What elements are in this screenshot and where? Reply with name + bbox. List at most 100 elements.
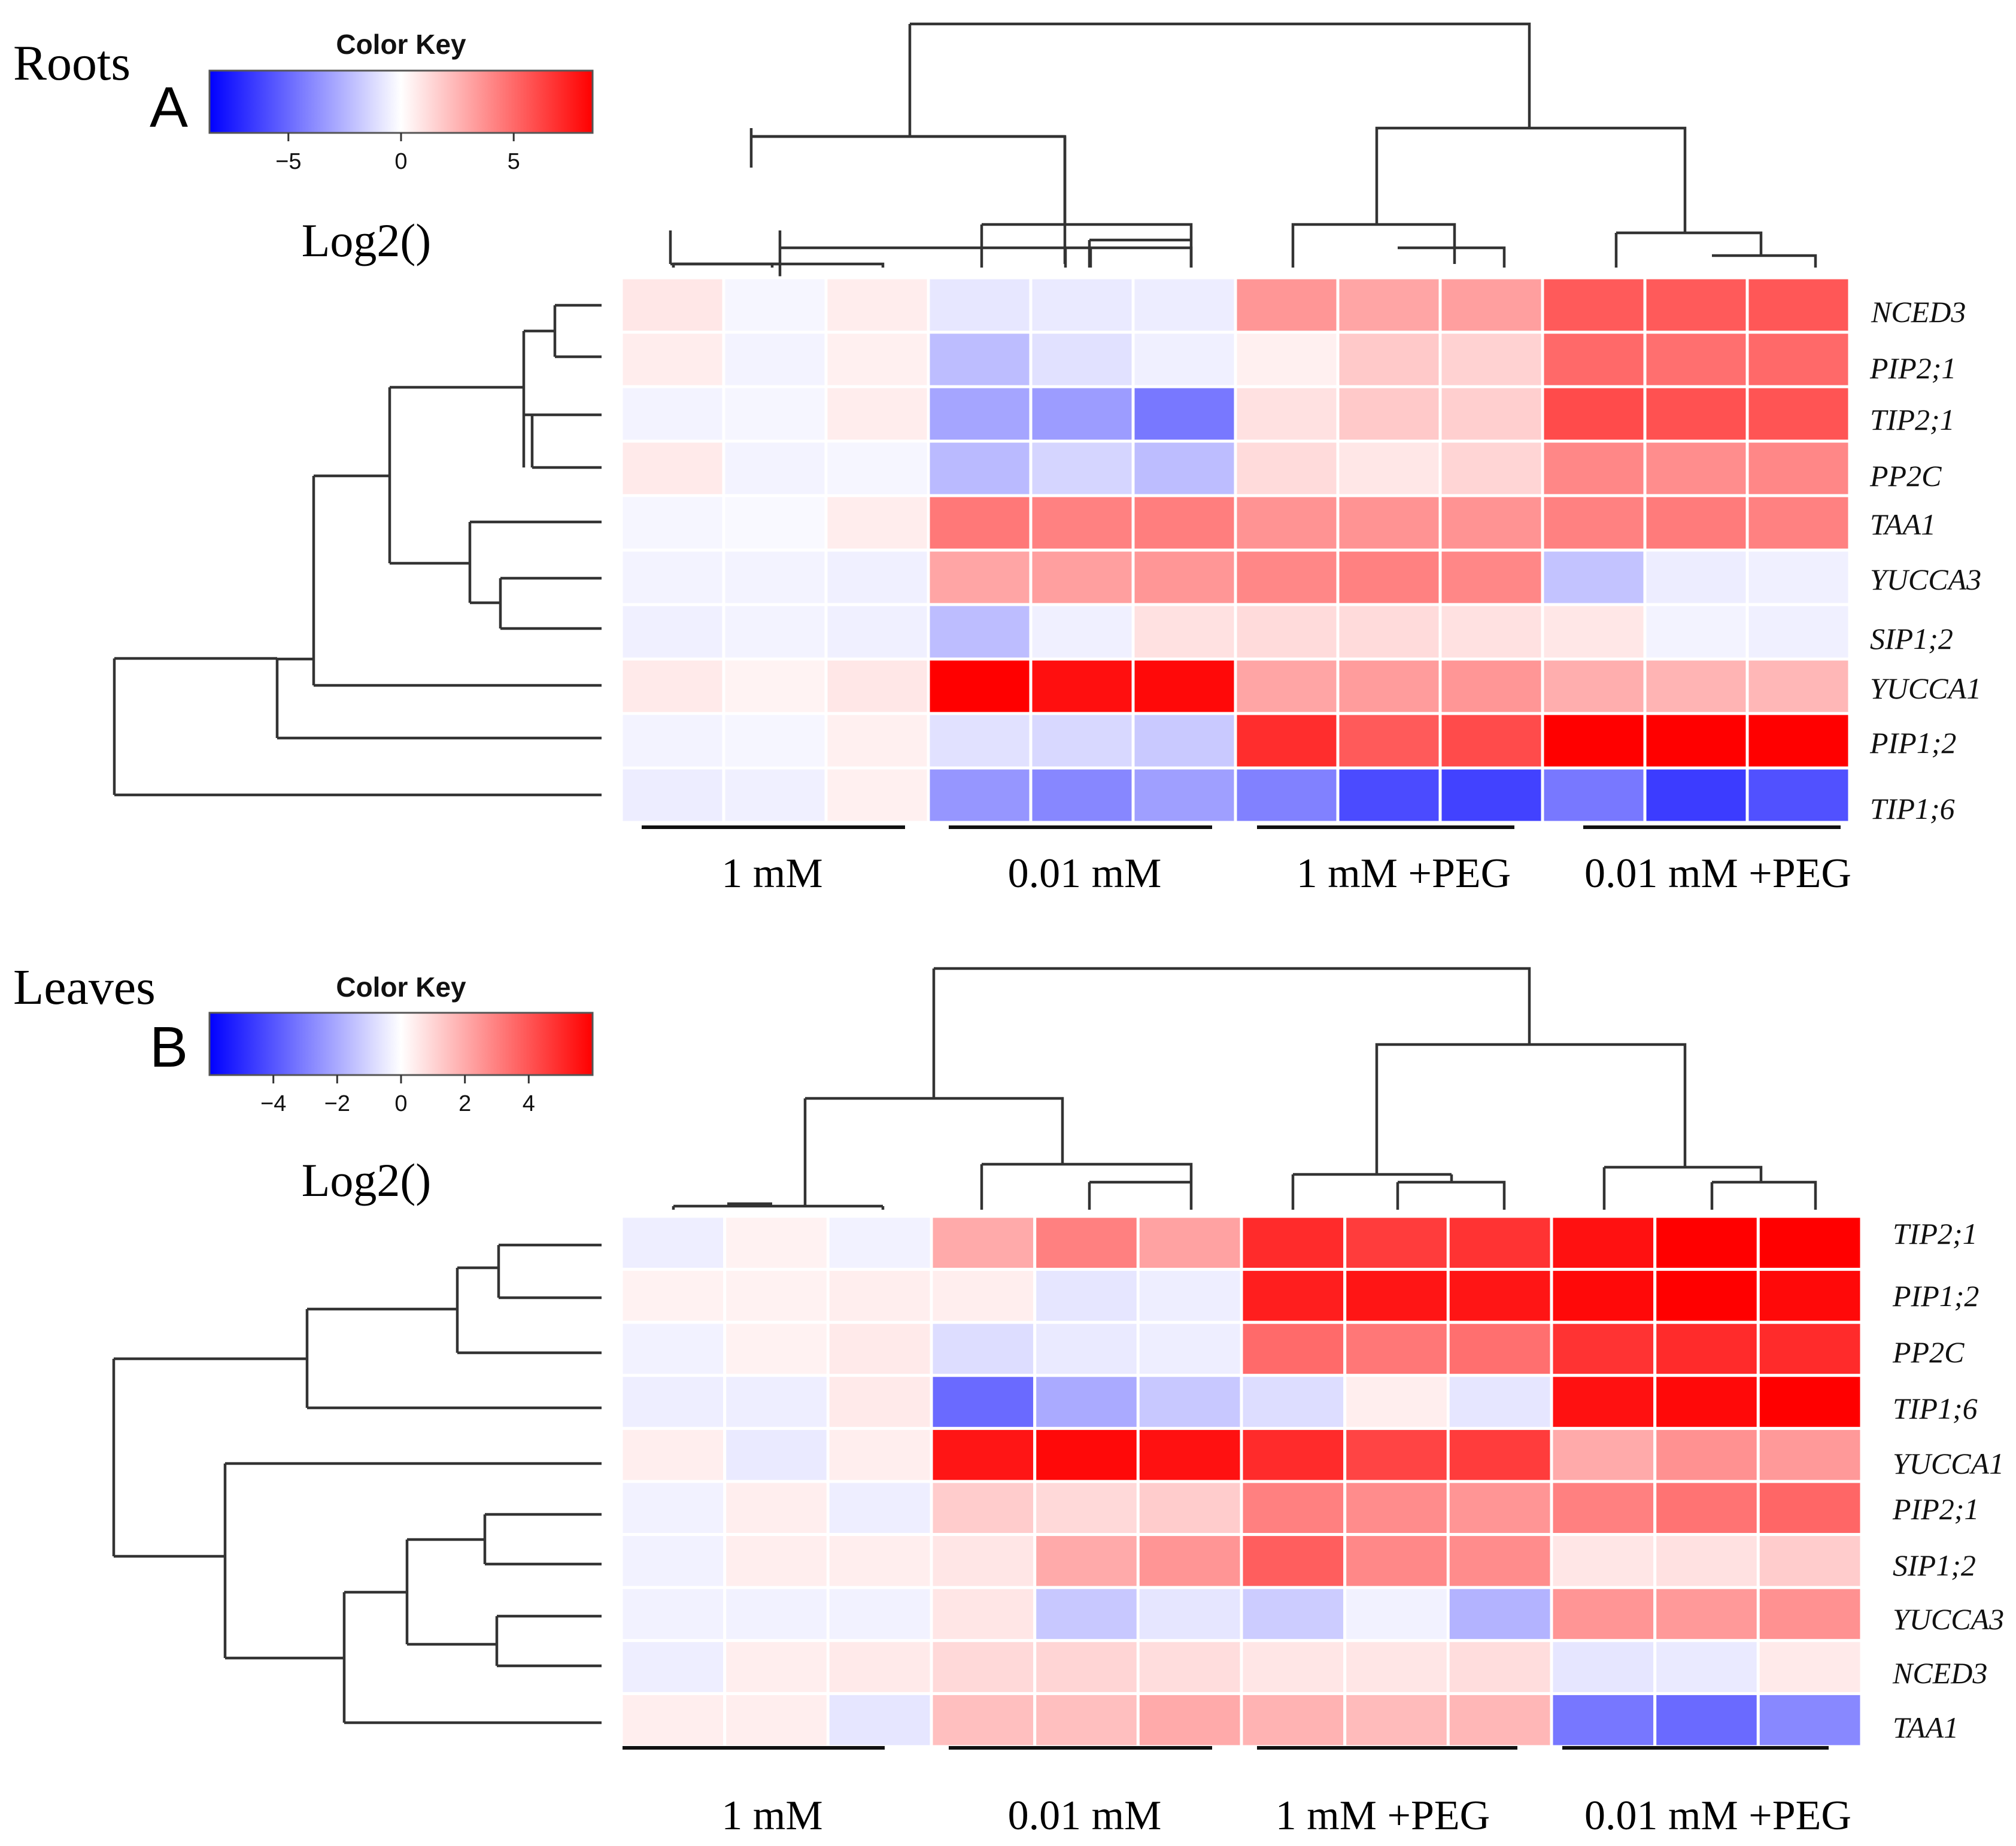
panel-b-cell-pip2-1-1 xyxy=(620,1480,727,1537)
panel-b-cell-pp2c-1 xyxy=(620,1320,727,1377)
panel-b-cell-pp2c-4 xyxy=(930,1320,1037,1377)
panel-b-cell-sip1-2-5 xyxy=(1033,1533,1140,1589)
panel-a-cell-pip2-1-7 xyxy=(1234,330,1340,388)
panel-b-cell-sip1-2-4 xyxy=(930,1533,1037,1589)
panel-b-cell-sip1-2-3 xyxy=(826,1533,933,1589)
panel-b-cell-taa1-3 xyxy=(826,1692,933,1748)
panel-b-cell-pip2-1-12 xyxy=(1756,1480,1863,1537)
panel-a-cell-yucca1-3 xyxy=(824,657,930,715)
panel-b-cell-pip1-2-6 xyxy=(1136,1268,1243,1324)
panel-a-cell-pp2c-3 xyxy=(824,439,930,497)
panel-a-row-label-pp2c: PP2C xyxy=(1869,459,1942,493)
panel-b-cell-tip2-1-9 xyxy=(1446,1215,1553,1271)
panel-a-cell-pp2c-1 xyxy=(620,439,725,497)
panel-a-cell-pip2-1-2 xyxy=(722,330,828,388)
panel-b-cell-yucca3-10 xyxy=(1550,1586,1657,1642)
panel-b-cell-pip2-1-4 xyxy=(930,1480,1037,1537)
panel-b-cell-pp2c-10 xyxy=(1550,1320,1657,1377)
panel-a-cell-sip1-2-4 xyxy=(927,603,1033,661)
panel-b-cell-yucca3-8 xyxy=(1343,1586,1450,1642)
panel-b-row-label-pp2c: PP2C xyxy=(1892,1335,1965,1369)
panel-a: Roots A Color Key −5 0 5 Log2() NCED3 PIP2… xyxy=(13,22,1981,897)
panel-b-cell-yucca1-3 xyxy=(826,1426,933,1483)
panel-a-color-key-title: Color Key xyxy=(336,29,466,60)
panel-a-group-label-1mm: 1 mM xyxy=(721,851,822,897)
panel-b-cell-pip1-2-7 xyxy=(1240,1268,1347,1324)
panel-b-cell-yucca3-11 xyxy=(1653,1586,1760,1642)
panel-a-cell-pip1-2-8 xyxy=(1336,712,1442,770)
panel-a-cell-tip1-6-12 xyxy=(1745,766,1851,824)
panel-b-color-key-tick-label-2: −2 xyxy=(324,1091,350,1116)
panel-a-cell-taa1-4 xyxy=(927,494,1033,552)
panel-a-cell-pip2-1-4 xyxy=(927,330,1033,388)
panel-a-row-label-taa1: TAA1 xyxy=(1870,508,1936,541)
panel-a-row-label-nced3: NCED3 xyxy=(1871,295,1966,329)
panel-a-cell-pip2-1-6 xyxy=(1131,330,1237,388)
panel-b-cell-pip2-1-6 xyxy=(1136,1480,1243,1537)
panel-a-cell-nced3-8 xyxy=(1336,276,1442,334)
panel-b-cell-tip2-1-2 xyxy=(723,1215,830,1271)
panel-a-cell-taa1-9 xyxy=(1438,494,1544,552)
panel-b-cell-yucca3-6 xyxy=(1136,1586,1243,1642)
panel-b-cell-pip1-2-2 xyxy=(723,1268,830,1324)
panel-b-row-label-tip1-6: TIP1;6 xyxy=(1893,1392,1978,1425)
panel-a-cell-pip2-1-3 xyxy=(824,330,930,388)
panel-a-cell-yucca3-8 xyxy=(1336,548,1442,606)
panel-a-row-label-pip2-1: PIP2;1 xyxy=(1869,351,1956,385)
panel-a-cell-tip2-1-9 xyxy=(1438,385,1544,443)
panel-a-cell-taa1-10 xyxy=(1541,494,1647,552)
panel-a-cell-yucca3-6 xyxy=(1131,548,1237,606)
panel-a-cell-pip1-2-12 xyxy=(1745,712,1851,770)
panel-b-cell-tip1-6-3 xyxy=(826,1374,933,1430)
panel-a-cell-pip1-2-1 xyxy=(620,712,725,770)
panel-a-cell-sip1-2-3 xyxy=(824,603,930,661)
panel-a-cell-yucca3-2 xyxy=(722,548,828,606)
panel-b-group-label-1mm: 1 mM xyxy=(721,1793,822,1839)
panel-a-cell-yucca1-9 xyxy=(1438,657,1544,715)
panel-b-color-key-title: Color Key xyxy=(336,971,466,1003)
panel-b-cell-sip1-2-12 xyxy=(1756,1533,1863,1589)
panel-a-heatmap-cells xyxy=(620,276,1851,824)
panel-b-group-label-1mm-peg: 1 mM +PEG xyxy=(1276,1793,1490,1839)
panel-a-cell-tip2-1-2 xyxy=(722,385,828,443)
panel-a-row-label-pip1-2: PIP1;2 xyxy=(1869,726,1956,760)
panel-b-cell-yucca1-12 xyxy=(1756,1426,1863,1483)
panel-a-column-dendrogram xyxy=(669,22,1817,319)
panel-a-cell-pp2c-12 xyxy=(1745,439,1851,497)
panel-b-row-label-pip2-1: PIP2;1 xyxy=(1892,1492,1979,1526)
panel-b-row-label-tip2-1: TIP2;1 xyxy=(1893,1217,1978,1250)
panel-a-color-key-tick-label-5: 5 xyxy=(508,149,520,174)
panel-a-cell-yucca3-12 xyxy=(1745,548,1851,606)
panel-a-cell-pip2-1-10 xyxy=(1541,330,1647,388)
panel-a-cell-nced3-5 xyxy=(1029,276,1135,334)
panel-b-cell-nced3-10 xyxy=(1550,1639,1657,1695)
panel-a-row-label-yucca1: YUCCA1 xyxy=(1870,672,1981,705)
panel-a-cell-pp2c-4 xyxy=(927,439,1033,497)
panel-a-cell-nced3-4 xyxy=(927,276,1033,334)
panel-b-cell-yucca1-2 xyxy=(723,1426,830,1483)
panel-b-cell-nced3-7 xyxy=(1240,1639,1347,1695)
panel-a-cell-nced3-11 xyxy=(1643,276,1749,334)
panel-b-cell-sip1-2-7 xyxy=(1240,1533,1347,1589)
panel-b-color-key-tick-label-2: 2 xyxy=(459,1091,471,1116)
panel-b-cell-tip2-1-4 xyxy=(930,1215,1037,1271)
panel-a-cell-sip1-2-2 xyxy=(722,603,828,661)
panel-a-cell-yucca1-4 xyxy=(927,657,1033,715)
panel-b-color-key-tick-label-0: 0 xyxy=(394,1091,407,1116)
panel-a-cell-yucca1-10 xyxy=(1541,657,1647,715)
panel-b-cell-nced3-1 xyxy=(620,1639,727,1695)
panel-a-cell-tip1-6-2 xyxy=(722,766,828,824)
panel-b-cell-yucca3-2 xyxy=(723,1586,830,1642)
panel-b-cell-tip2-1-11 xyxy=(1653,1215,1760,1271)
panel-b-cell-yucca1-5 xyxy=(1033,1426,1140,1483)
panel-a-cell-sip1-2-5 xyxy=(1029,603,1135,661)
panel-a-cell-yucca3-3 xyxy=(824,548,930,606)
panel-b-cell-pp2c-5 xyxy=(1033,1320,1140,1377)
panel-a-cell-pip1-2-4 xyxy=(927,712,1033,770)
panel-b-cell-tip1-6-11 xyxy=(1653,1374,1760,1430)
panel-b-cell-tip1-6-5 xyxy=(1033,1374,1140,1430)
panel-a-cell-taa1-8 xyxy=(1336,494,1442,552)
panel-a-cell-sip1-2-6 xyxy=(1131,603,1237,661)
panel-b-cell-yucca1-1 xyxy=(620,1426,727,1483)
panel-a-cell-sip1-2-7 xyxy=(1234,603,1340,661)
